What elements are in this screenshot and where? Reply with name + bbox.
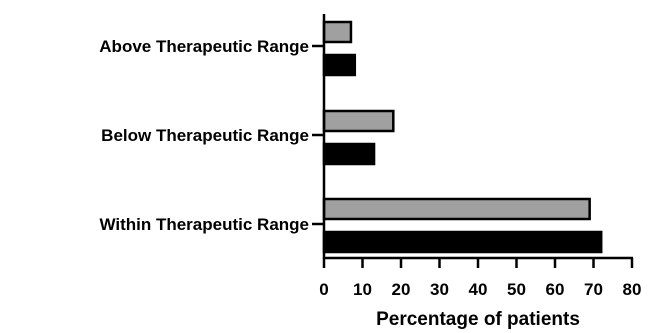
category-label: Above Therapeutic Range xyxy=(99,37,309,56)
bar-black-2 xyxy=(322,230,603,254)
x-tick-label: 70 xyxy=(584,280,603,299)
y-axis-ticks: Above Therapeutic Range Below Therapeutic… xyxy=(99,37,324,234)
x-tick-label: 50 xyxy=(507,280,526,299)
x-tick-label: 20 xyxy=(392,280,411,299)
x-tick-label: 10 xyxy=(353,280,372,299)
x-axis-title: Percentage of patients xyxy=(376,309,580,330)
bar-grey-2 xyxy=(322,197,591,221)
bar-grey-0 xyxy=(322,20,353,44)
category-label: Below Therapeutic Range xyxy=(101,126,309,145)
x-tick-label: 40 xyxy=(469,280,488,299)
category-label: Within Therapeutic Range xyxy=(99,215,309,234)
x-tick-label: 80 xyxy=(623,280,642,299)
x-axis-ticks: 0 10 20 30 40 50 60 70 80 xyxy=(319,258,641,299)
x-tick-label: 30 xyxy=(430,280,449,299)
bar-grey-1 xyxy=(322,109,395,133)
x-tick-label: 0 xyxy=(319,280,328,299)
bar-black-0 xyxy=(322,53,357,77)
bars-group xyxy=(322,20,603,254)
bar-black-1 xyxy=(322,142,376,166)
x-tick-label: 60 xyxy=(546,280,565,299)
